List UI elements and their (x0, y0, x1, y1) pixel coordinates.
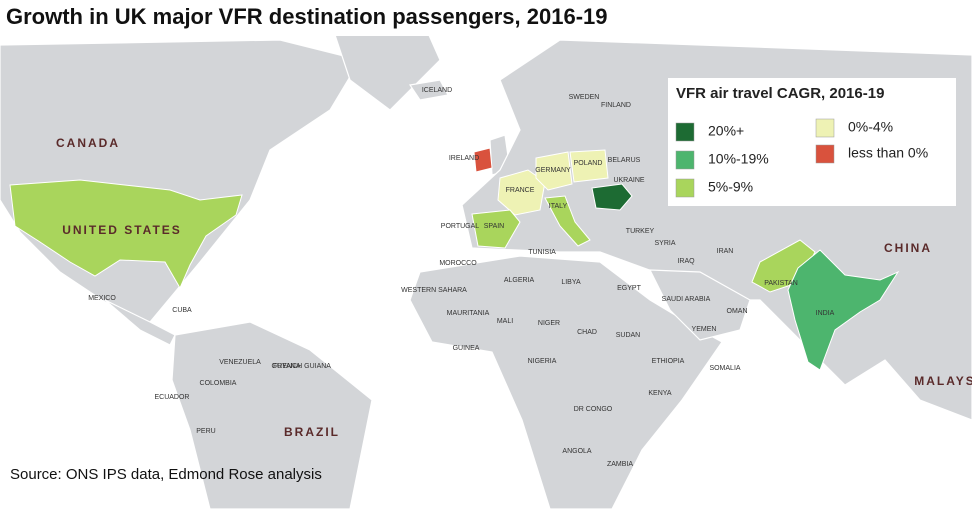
country-label: YEMEN (692, 326, 717, 333)
africa (409, 255, 723, 509)
country-romania (591, 183, 633, 211)
iceland (408, 79, 449, 101)
arabia (649, 269, 751, 341)
country-label: MALAYS (914, 374, 972, 388)
country-label: CUBA (172, 307, 192, 314)
country-label: INDIA (816, 310, 835, 317)
country-label: DR CONGO (574, 406, 613, 413)
country-label: SAUDI ARABIA (662, 296, 711, 303)
country-label: MOROCCO (439, 260, 477, 267)
country-label: BELARUS (608, 157, 641, 164)
central-america (104, 299, 176, 346)
country-label: WESTERN SAHARA (401, 287, 467, 294)
country-label: POLAND (574, 160, 603, 167)
country-label: ANGOLA (562, 448, 592, 455)
source: Source: ONS IPS data, Edmond Rose analys… (10, 466, 322, 483)
legend-swatch (815, 144, 835, 164)
country-spain (471, 209, 521, 249)
legend-swatch (675, 122, 695, 142)
country-label: ITALY (549, 203, 568, 210)
country-label: IRAQ (677, 258, 695, 265)
title: Growth in UK major VFR destination passe… (6, 4, 608, 29)
legend-label: 10%-19% (708, 151, 769, 167)
country-label: NIGERIA (528, 358, 557, 365)
country-label: MALI (497, 318, 513, 325)
country-label: IRELAND (449, 155, 479, 162)
country-label: FRENCH GUIANA (273, 363, 331, 370)
legend-label: 0%-4% (848, 119, 893, 135)
country-label: ECUADOR (154, 394, 189, 401)
country-label: GUINEA (453, 345, 480, 352)
country-label: VENEZUELA (219, 359, 261, 366)
country-label: EGYPT (617, 285, 641, 292)
title-band (0, 0, 972, 36)
country-label: CANADA (56, 136, 120, 150)
country-label: NIGER (538, 320, 560, 327)
country-italy (544, 195, 591, 247)
country-poland (569, 149, 609, 183)
country-label: FINLAND (601, 102, 631, 109)
country-label: OMAN (727, 308, 748, 315)
country-label: COLOMBIA (200, 380, 237, 387)
country-ireland (473, 147, 493, 173)
country-label: SYRIA (654, 240, 675, 247)
country-label: PORTUGAL (441, 223, 479, 230)
country-labels: CANADA UNITED STATES MEXICO CUBA VENEZUELA GU… (56, 87, 972, 468)
country-label: MAURITANIA (447, 310, 490, 317)
country-label: LIBYA (561, 279, 581, 286)
country-label: BRAZIL (284, 425, 340, 439)
country-india (787, 249, 900, 371)
country-label: PERU (196, 428, 215, 435)
country-france (497, 169, 546, 216)
legend-label: less than 0% (848, 145, 928, 161)
country-label: ICELAND (422, 87, 452, 94)
country-label: CHAD (577, 329, 597, 336)
country-label: SUDAN (616, 332, 641, 339)
legend-box (668, 78, 956, 206)
legend-title: VFR air travel CAGR, 2016-19 (676, 85, 884, 102)
country-label: MEXICO (88, 295, 116, 302)
country-label: TUNISIA (528, 249, 556, 256)
country-germany (535, 151, 573, 191)
country-label: IRAN (717, 248, 734, 255)
country-label: SPAIN (484, 223, 505, 230)
country-label: GUYANA (271, 363, 300, 370)
country-label: KENYA (648, 390, 672, 397)
country-label: SWEDEN (569, 94, 600, 101)
country-label: SOMALIA (709, 365, 740, 372)
legend-swatch (675, 178, 695, 198)
country-label: FRANCE (506, 187, 535, 194)
country-label: ETHIOPIA (652, 358, 685, 365)
country-label: ALGERIA (504, 277, 535, 284)
country-label: UNITED STATES (62, 223, 182, 237)
legend-label: 20%+ (708, 123, 744, 139)
country-label: GERMANY (535, 167, 571, 174)
south-america (171, 321, 373, 509)
country-label: TURKEY (626, 228, 655, 235)
country-usa (9, 179, 243, 290)
country-label: UKRAINE (613, 177, 644, 184)
legend: 20%+ 10%-19% 5%-9% 0%-4% less than 0% (675, 118, 928, 198)
highlighted-countries (9, 147, 900, 371)
country-label: PAKISTAN (764, 280, 798, 287)
country-label: CHINA (884, 241, 932, 255)
legend-swatch (815, 118, 835, 138)
legend-label: 5%-9% (708, 179, 753, 195)
legend-swatch (675, 150, 695, 170)
country-label: ZAMBIA (607, 461, 633, 468)
